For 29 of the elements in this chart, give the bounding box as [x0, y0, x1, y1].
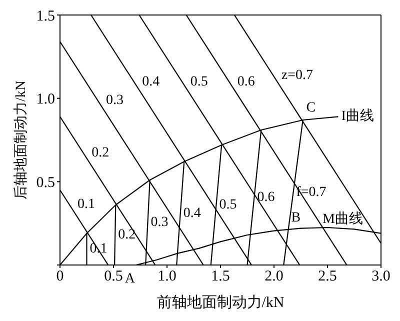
series-label: z=0.7 — [281, 68, 313, 83]
annotation: 0.5 — [219, 198, 237, 212]
series-label: M曲线 — [322, 210, 363, 227]
series-label: 0.2 — [118, 228, 136, 242]
annotation: A — [124, 272, 136, 286]
x-tick-label: 2.0 — [264, 268, 284, 285]
y-tick-label: 1.0 — [36, 92, 55, 108]
x-tick-label: 0 — [56, 268, 64, 285]
annotation: 0.1 — [77, 197, 95, 212]
y-axis-title: 后轴地面制动力/kN — [12, 80, 29, 200]
series-label: 0.6 — [237, 74, 255, 90]
y-tick-label: 0.5 — [36, 174, 55, 191]
annotation: 0.6 — [257, 190, 275, 205]
x-axis-title: 前轴地面制动力/kN — [156, 294, 284, 311]
series-label: 0.4 — [142, 74, 160, 90]
y-tick-label: 1.5 — [36, 8, 55, 24]
x-tick-label: 2.5 — [318, 268, 337, 285]
annotation: 0.3 — [106, 93, 124, 108]
x-tick-label: 1.0 — [158, 268, 176, 285]
annotation: B — [291, 210, 301, 226]
series-label: 0.3 — [150, 215, 168, 230]
annotation: C — [306, 100, 316, 116]
annotation: 0.4 — [183, 206, 201, 221]
x-tick-label: 3.0 — [372, 268, 390, 285]
annotation: 0.2 — [92, 146, 110, 161]
x-tick-label: 0.5 — [104, 268, 123, 285]
series-label: I曲线 — [341, 108, 374, 124]
series-label: 0.5 — [190, 74, 208, 90]
x-tick-label: 1.5 — [211, 268, 230, 285]
